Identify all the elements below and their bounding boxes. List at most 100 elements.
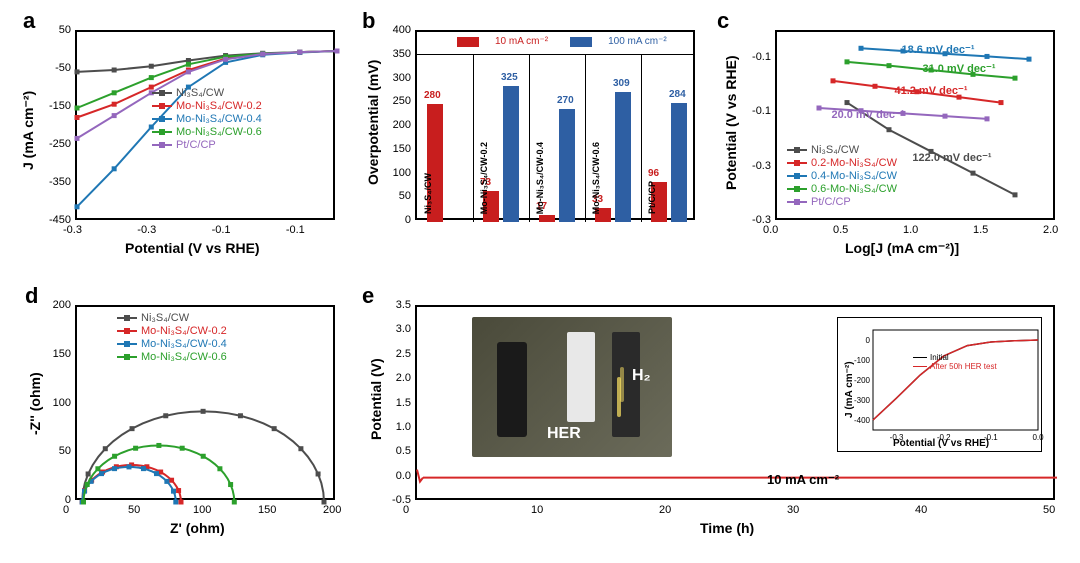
x-tick: 150 bbox=[258, 504, 276, 516]
y-tick: 200 bbox=[385, 119, 411, 131]
x-tick: 200 bbox=[323, 504, 341, 516]
panel-a-legend: Ni₃S₄/CWMo-Ni₃S₄/CW-0.2Mo-Ni₃S₄/CW-0.4Mo… bbox=[152, 87, 262, 152]
y-tick: 100 bbox=[45, 397, 71, 409]
panel-b-legend: 10 mA cm⁻²100 mA cm⁻² bbox=[457, 36, 677, 47]
x-tick: 1.5 bbox=[973, 224, 988, 236]
panel-c-ylabel: Potential (V vs RHE) bbox=[723, 55, 739, 190]
panel-d-legend: Ni₃S₄/CWMo-Ni₃S₄/CW-0.2Mo-Ni₃S₄/CW-0.4Mo… bbox=[117, 312, 227, 364]
y-tick: 3.5 bbox=[385, 299, 411, 311]
panel-e-inset-chart: -0.3-0.2-0.10.0-400-300-200-1000 Initial… bbox=[837, 317, 1042, 452]
y-tick: 2.5 bbox=[385, 348, 411, 360]
y-tick: 0 bbox=[385, 214, 411, 226]
panel-a-ylabel: J (mA cm⁻²) bbox=[20, 91, 37, 170]
y-tick: 50 bbox=[385, 190, 411, 202]
panel-a-label: a bbox=[23, 8, 35, 34]
tafel-annotation: 41.2 mV dec⁻¹ bbox=[894, 84, 967, 97]
inset-legend: InitialAfter 50h HER test bbox=[913, 353, 997, 371]
bar-value: 309 bbox=[613, 78, 630, 89]
y-tick: 300 bbox=[385, 72, 411, 84]
panel-a-chart: Ni₃S₄/CWMo-Ni₃S₄/CW-0.2Mo-Ni₃S₄/CW-0.4Mo… bbox=[75, 30, 335, 220]
bar-value: 284 bbox=[669, 89, 686, 100]
y-tick: 50 bbox=[45, 445, 71, 457]
panel-e: e HER H₂ -0.3-0.2-0.10.0-400-300-200-100… bbox=[360, 285, 1065, 550]
legend-item: 0.6-Mo-Ni₃S₄/CW bbox=[787, 183, 897, 195]
panel-c: c Ni₃S₄/CW0.2-Mo-Ni₃S₄/CW0.4-Mo-Ni₃S₄/CW… bbox=[715, 10, 1065, 270]
x-tick: 30 bbox=[787, 504, 799, 516]
y-tick: -0.1 bbox=[745, 105, 771, 117]
svg-text:0.0: 0.0 bbox=[1032, 433, 1044, 442]
panel-d: d Ni₃S₄/CWMo-Ni₃S₄/CW-0.2Mo-Ni₃S₄/CW-0.4… bbox=[15, 285, 345, 550]
panel-d-ylabel: -Z'' (ohm) bbox=[27, 372, 43, 435]
panel-b-chart: 280Ni₃S₄/CW73325Mo-Ni₃S₄/CW-0.217270Mo-N… bbox=[415, 30, 695, 220]
inset-legend-item: Initial bbox=[913, 353, 997, 362]
y-tick: 3.0 bbox=[385, 323, 411, 335]
bar-100ma bbox=[615, 92, 631, 222]
panel-e-chart: HER H₂ -0.3-0.2-0.10.0-400-300-200-1000 … bbox=[415, 305, 1055, 500]
y-tick: -250 bbox=[45, 138, 71, 150]
bar-10ma bbox=[539, 215, 555, 222]
panel-b-label: b bbox=[362, 8, 375, 34]
bar-group-label: Mo-Ni₃S₄/CW-0.6 bbox=[591, 142, 601, 214]
panel-e-ylabel: Potential (V) bbox=[368, 358, 384, 440]
tafel-annotation: 20.0 mV dec⁻¹ bbox=[831, 108, 904, 121]
y-tick: -50 bbox=[45, 62, 71, 74]
bar-value: 96 bbox=[648, 168, 659, 179]
y-tick: 150 bbox=[385, 143, 411, 155]
inset-legend-item: After 50h HER test bbox=[913, 362, 997, 371]
panel-e-photo-inset: HER H₂ bbox=[472, 317, 672, 457]
photo-h2-label: H₂ bbox=[632, 367, 651, 385]
y-tick: 200 bbox=[45, 299, 71, 311]
panel-e-annotation: 10 mA cm⁻² bbox=[767, 472, 839, 488]
y-tick: -350 bbox=[45, 176, 71, 188]
inset-xlabel: Potential (V vs RHE) bbox=[893, 438, 989, 449]
legend-item: Ni₃S₄/CW bbox=[152, 87, 262, 99]
y-tick: -0.1 bbox=[745, 51, 771, 63]
x-tick: 20 bbox=[659, 504, 671, 516]
y-tick: -0.3 bbox=[745, 214, 771, 226]
y-tick: 400 bbox=[385, 24, 411, 36]
panel-e-label: e bbox=[362, 283, 374, 309]
x-tick: 10 bbox=[531, 504, 543, 516]
inset-ylabel: J (mA cm⁻²) bbox=[844, 361, 855, 418]
bar-value: 280 bbox=[424, 90, 441, 101]
x-tick: 50 bbox=[128, 504, 140, 516]
panel-d-chart: Ni₃S₄/CWMo-Ni₃S₄/CW-0.2Mo-Ni₃S₄/CW-0.4Mo… bbox=[75, 305, 335, 500]
legend-item: Ni₃S₄/CW bbox=[117, 312, 227, 324]
bar-group-label: Pt/C/CP bbox=[647, 181, 657, 214]
panel-b-ylabel: Overpotential (mV) bbox=[365, 60, 381, 185]
panel-b: b 280Ni₃S₄/CW73325Mo-Ni₃S₄/CW-0.217270Mo… bbox=[360, 10, 700, 270]
panel-e-xlabel: Time (h) bbox=[700, 520, 754, 536]
y-tick: 0 bbox=[45, 494, 71, 506]
legend-item: Mo-Ni₃S₄/CW-0.4 bbox=[152, 113, 262, 125]
panel-c-legend: Ni₃S₄/CW0.2-Mo-Ni₃S₄/CW0.4-Mo-Ni₃S₄/CW0.… bbox=[787, 144, 897, 209]
svg-text:-100: -100 bbox=[854, 356, 871, 365]
bar-value: 270 bbox=[557, 95, 574, 106]
panel-a: a Ni₃S₄/CWMo-Ni₃S₄/CW-0.2Mo-Ni₃S₄/CW-0.4… bbox=[15, 10, 345, 270]
panel-c-chart: Ni₃S₄/CW0.2-Mo-Ni₃S₄/CW0.4-Mo-Ni₃S₄/CW0.… bbox=[775, 30, 1055, 220]
legend-item: Mo-Ni₃S₄/CW-0.6 bbox=[117, 351, 227, 363]
bar-100ma bbox=[671, 103, 687, 222]
tafel-annotation: 18.6 mV dec⁻¹ bbox=[901, 43, 974, 56]
bar-group-label: Mo-Ni₃S₄/CW-0.4 bbox=[535, 142, 545, 214]
y-tick: 0.0 bbox=[385, 470, 411, 482]
bar-group-label: Ni₃S₄/CW bbox=[423, 173, 433, 214]
y-tick: 2.0 bbox=[385, 372, 411, 384]
svg-text:-200: -200 bbox=[854, 376, 871, 385]
legend-item: 0.2-Mo-Ni₃S₄/CW bbox=[787, 157, 897, 169]
panel-c-xlabel: Log[J (mA cm⁻²)] bbox=[845, 240, 959, 257]
y-tick: 150 bbox=[45, 348, 71, 360]
y-tick: 100 bbox=[385, 167, 411, 179]
legend-item: Mo-Ni₃S₄/CW-0.2 bbox=[117, 325, 227, 337]
panel-c-label: c bbox=[717, 8, 729, 34]
x-tick: 50 bbox=[1043, 504, 1055, 516]
svg-text:-400: -400 bbox=[854, 416, 871, 425]
legend-item: Mo-Ni₃S₄/CW-0.6 bbox=[152, 126, 262, 138]
y-tick: -0.5 bbox=[385, 494, 411, 506]
bar-group-label: Mo-Ni₃S₄/CW-0.2 bbox=[479, 142, 489, 214]
y-tick: 0.5 bbox=[385, 445, 411, 457]
y-tick: 350 bbox=[385, 48, 411, 60]
legend-item: Mo-Ni₃S₄/CW-0.4 bbox=[117, 338, 227, 350]
legend-item: Ni₃S₄/CW bbox=[787, 144, 897, 156]
bar-value: 325 bbox=[501, 72, 518, 83]
x-tick: -0.1 bbox=[286, 224, 305, 236]
